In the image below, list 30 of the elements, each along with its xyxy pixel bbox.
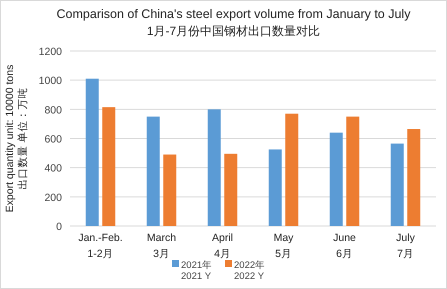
y-tick-label: 800 [44, 104, 62, 116]
chart-subtitle: 1月-7月份中国钢材出口数量对比 [146, 24, 320, 38]
y-tick-label: 1000 [38, 75, 62, 88]
y-tick-label: 1200 [38, 46, 62, 58]
x-tick-label: June 6月 [333, 232, 356, 260]
bar [285, 114, 298, 226]
y-tick-label: 600 [44, 134, 62, 146]
bar [102, 107, 116, 226]
bar [86, 78, 99, 226]
bar [268, 149, 282, 226]
legend-label: 2021年 2021 Y [181, 259, 212, 282]
chart-title: Comparison of China's steel export volume from January to July [56, 7, 412, 21]
y-tick-label: 400 [44, 162, 62, 175]
bar [330, 132, 343, 226]
bar [346, 116, 360, 226]
bar [146, 116, 160, 226]
bar [163, 154, 176, 226]
y-tick-label: 200 [44, 192, 62, 204]
x-tick-label: May 5月 [274, 232, 294, 260]
bar [390, 144, 404, 226]
bar [407, 129, 420, 226]
bar [208, 109, 221, 226]
x-tick-label: July 7月 [396, 232, 416, 260]
legend-label: 2022年 2022 Y [234, 259, 266, 282]
y-axis-title: Export quantity unit: 10000 tons 出口数量 单位：万吨 [4, 64, 29, 212]
x-tick-label: Jan.-Feb. 1-2月 [78, 232, 123, 260]
bar [224, 154, 238, 226]
x-tick-label: March 3月 [146, 232, 176, 260]
y-tick-label: 0 [56, 221, 62, 233]
x-tick-label: April 4月 [212, 232, 234, 260]
